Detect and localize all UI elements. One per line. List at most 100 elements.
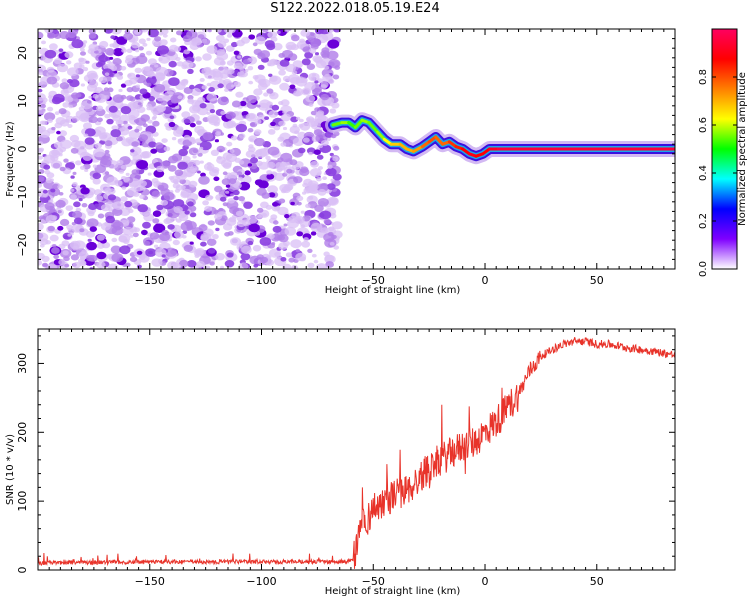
noise-speckle (189, 241, 194, 245)
noise-speckle (223, 81, 235, 90)
noise-speckle (85, 230, 96, 238)
noise-speckle (291, 34, 300, 42)
noise-speckle (73, 201, 81, 208)
noise-speckle (323, 218, 331, 225)
noise-speckle (183, 134, 191, 140)
noise-speckle (38, 259, 43, 266)
noise-speckle (90, 73, 97, 78)
noise-speckle (324, 254, 335, 263)
noise-speckle (138, 46, 144, 51)
noise-speckle (176, 30, 183, 36)
noise-speckle (85, 60, 90, 64)
noise-speckle (226, 141, 233, 147)
noise-speckle (273, 220, 279, 225)
noise-speckle (225, 184, 231, 188)
noise-speckle (61, 78, 68, 84)
noise-speckle (139, 194, 145, 199)
noise-speckle (289, 84, 296, 90)
noise-speckle (152, 120, 160, 127)
noise-speckle (258, 180, 269, 189)
noise-speckle (218, 207, 224, 212)
noise-speckle (308, 103, 314, 107)
noise-speckle (59, 31, 70, 39)
noise-speckle (229, 172, 238, 179)
noise-speckle (226, 60, 234, 66)
noise-speckle (285, 252, 293, 258)
noise-speckle (174, 169, 184, 177)
noise-speckle (313, 149, 321, 155)
y-tick-label: −10 (16, 185, 29, 208)
noise-speckle (129, 102, 138, 110)
noise-speckle (88, 254, 98, 262)
noise-speckle (195, 249, 203, 255)
noise-speckle (122, 120, 128, 125)
noise-speckle (146, 71, 155, 78)
noise-speckle (92, 178, 101, 185)
noise-speckle (186, 260, 197, 268)
noise-speckle (268, 73, 273, 78)
noise-speckle (207, 114, 219, 124)
noise-speckle (142, 221, 151, 229)
noise-speckle (42, 189, 48, 194)
noise-speckle (70, 147, 79, 154)
noise-speckle (231, 41, 238, 48)
colorbar-tick-label: 0.4 (698, 165, 709, 181)
noise-speckle (194, 254, 200, 258)
noise-speckle (209, 261, 215, 266)
x-tick-label: −50 (362, 575, 385, 588)
noise-speckle (314, 204, 324, 212)
noise-speckle (318, 166, 323, 170)
noise-speckle (68, 104, 73, 109)
noise-speckle (202, 200, 210, 206)
x-tick-label: 50 (590, 575, 604, 588)
noise-speckle (94, 93, 107, 103)
noise-speckle (217, 40, 227, 48)
noise-speckle (261, 212, 267, 217)
noise-speckle (311, 253, 317, 258)
noise-speckle (51, 247, 60, 254)
noise-speckle (294, 215, 305, 225)
noise-speckle (238, 181, 251, 191)
noise-speckle (212, 72, 224, 81)
noise-speckle (163, 146, 171, 152)
noise-speckle (177, 138, 182, 143)
noise-speckle (111, 253, 124, 263)
noise-speckle (130, 149, 135, 153)
noise-speckle (44, 49, 57, 59)
noise-speckle (146, 82, 152, 87)
noise-speckle (148, 106, 155, 111)
noise-speckle (94, 142, 103, 149)
noise-speckle (137, 106, 146, 113)
noise-speckle (38, 71, 43, 75)
noise-speckle (291, 163, 300, 170)
noise-speckle (63, 158, 69, 163)
noise-speckle (252, 42, 258, 47)
noise-speckle (222, 162, 232, 169)
noise-speckle (46, 66, 55, 73)
noise-speckle (315, 263, 328, 269)
noise-speckle (308, 195, 314, 200)
noise-speckle (209, 109, 216, 114)
noise-speckle (200, 232, 212, 242)
noise-speckle (230, 193, 235, 197)
noise-speckle (154, 36, 162, 42)
y-tick-label: 100 (16, 491, 29, 512)
noise-speckle (309, 48, 317, 54)
noise-speckle (286, 168, 293, 174)
noise-speckle (227, 198, 235, 204)
noise-speckle (222, 171, 228, 176)
noise-speckle (243, 201, 253, 209)
noise-speckle (158, 31, 164, 36)
noise-speckle (286, 45, 293, 50)
noise-speckle (57, 184, 63, 189)
noise-speckle (129, 234, 134, 238)
noise-speckle (134, 128, 140, 133)
noise-speckle (59, 130, 68, 137)
noise-speckle (92, 172, 102, 180)
noise-speckle (253, 137, 265, 147)
noise-speckle (271, 104, 280, 111)
x-tick-label: −50 (362, 274, 385, 287)
noise-speckle (325, 167, 337, 177)
noise-speckle (177, 161, 188, 170)
noise-speckle (153, 244, 159, 248)
